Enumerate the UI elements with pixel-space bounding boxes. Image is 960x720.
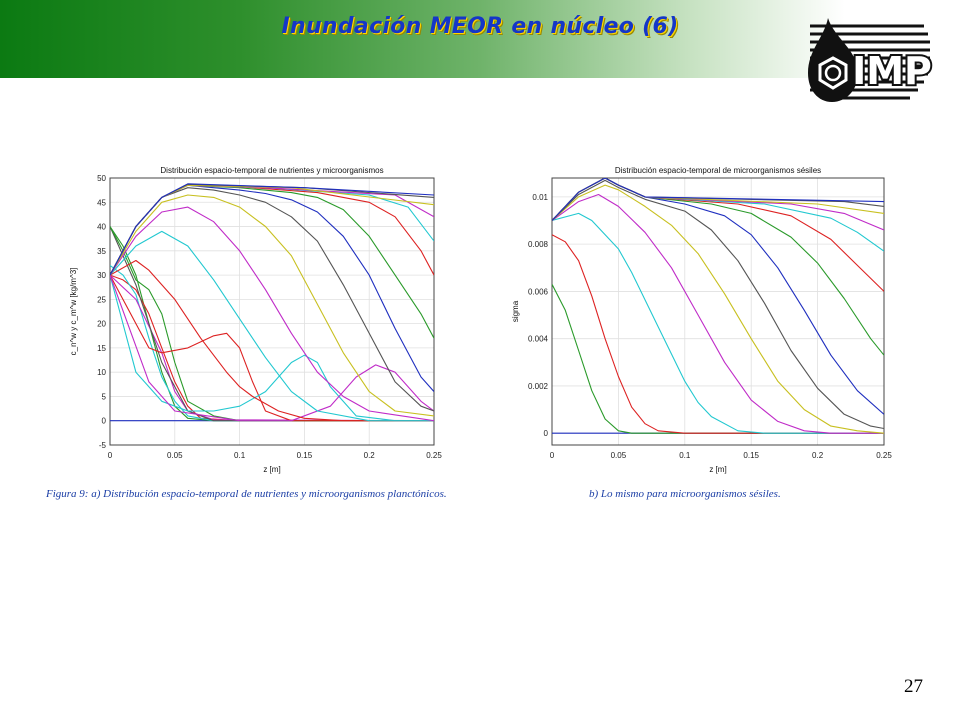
plot-area bbox=[551, 177, 885, 446]
x-tick-label: 0 bbox=[108, 451, 113, 460]
chart-title: Distribución espacio-temporal de microor… bbox=[615, 166, 821, 175]
y-tick-label: 15 bbox=[97, 344, 106, 353]
series-line bbox=[552, 234, 884, 434]
imp-logo: IMP bbox=[806, 8, 936, 108]
series-line bbox=[110, 264, 434, 422]
plot-border bbox=[551, 177, 885, 446]
y-tick-label: 0.01 bbox=[532, 193, 548, 202]
series-line bbox=[110, 274, 434, 422]
slide-title: Inundación MEOR en núcleo (6) bbox=[281, 14, 679, 39]
y-tick-label: 0.004 bbox=[528, 335, 549, 344]
x-tick-label: 0 bbox=[550, 451, 555, 460]
y-tick-label: 20 bbox=[97, 320, 106, 329]
series-line bbox=[110, 274, 434, 422]
y-tick-label: 0 bbox=[544, 429, 549, 438]
series-line bbox=[552, 178, 884, 221]
y-tick-label: 30 bbox=[97, 271, 106, 280]
y-tick-label: -5 bbox=[99, 441, 107, 450]
series-line bbox=[110, 183, 434, 276]
chart-a-svg: 0 0.05 0.1 0.15 0.2 0.25-50510152025303540455… bbox=[69, 166, 442, 474]
page-number: 27 bbox=[904, 676, 923, 697]
header-band bbox=[0, 0, 960, 78]
series-line bbox=[110, 230, 434, 422]
nutrients-microorganisms-chart: 0 0.05 0.1 0.15 0.2 0.25 -5 0 5 10 15 20 25 30 35 40 45 5… bbox=[69, 160, 450, 474]
y-tick-label: 5 bbox=[102, 392, 107, 401]
series-line bbox=[110, 259, 434, 422]
series-line bbox=[552, 212, 884, 434]
plot-border bbox=[109, 177, 435, 446]
y-tick-label: 40 bbox=[97, 223, 106, 232]
plot-area bbox=[109, 177, 435, 446]
series-line bbox=[552, 179, 884, 430]
figure-caption-a: Figura 9: a) Distribución espacio-tempor… bbox=[46, 488, 447, 500]
y-tick-label: 0.008 bbox=[528, 240, 549, 249]
series-group bbox=[110, 183, 434, 422]
x-tick-label: 0.2 bbox=[364, 451, 376, 460]
x-tick-label: 0.25 bbox=[876, 451, 892, 460]
y-tick-label: 45 bbox=[97, 198, 106, 207]
chart-b-svg: 0 0.05 0.1 0.15 0.2 0.25 0 0.002 0.004 0.006 0.008… bbox=[511, 166, 892, 474]
series-line bbox=[552, 193, 884, 434]
series-line bbox=[110, 274, 434, 422]
x-tick-label: 0.05 bbox=[611, 451, 627, 460]
x-tick-label: 0.05 bbox=[167, 451, 183, 460]
svg-text:IMP: IMP bbox=[852, 49, 932, 93]
y-tick-label: 0.002 bbox=[528, 382, 549, 391]
x-tick-label: 0.25 bbox=[426, 451, 442, 460]
x-axis-label: z [m] bbox=[709, 465, 726, 474]
y-tick-label: 50 bbox=[97, 174, 106, 183]
y-tick-label: 0.006 bbox=[528, 287, 549, 296]
y-tick-label: 10 bbox=[97, 368, 106, 377]
sessile-microorganisms-chart: 0 0.05 0.1 0.15 0.2 0.25 0 0.002 0.004 0.006 0.008… bbox=[500, 160, 900, 474]
x-axis-label: z [m] bbox=[263, 465, 280, 474]
series-line bbox=[552, 178, 884, 415]
figure-caption-b: b) Lo mismo para microorganismos sésiles… bbox=[589, 488, 781, 500]
y-tick-label: 35 bbox=[97, 247, 106, 256]
y-tick-label: 0 bbox=[102, 417, 107, 426]
x-tick-label: 0.2 bbox=[812, 451, 824, 460]
x-tick-label: 0.1 bbox=[679, 451, 691, 460]
y-axis-label: sigma bbox=[511, 300, 520, 322]
x-tick-label: 0.1 bbox=[234, 451, 246, 460]
series-line bbox=[110, 274, 434, 422]
series-line bbox=[110, 194, 434, 417]
chart-title: Distribución espacio-temporal de nutrien… bbox=[160, 166, 383, 175]
series-line bbox=[552, 284, 884, 434]
series-group bbox=[552, 178, 884, 434]
x-tick-label: 0.15 bbox=[297, 451, 313, 460]
logo-lettering: IMP bbox=[850, 47, 934, 95]
x-tick-label: 0.15 bbox=[743, 451, 759, 460]
series-line bbox=[110, 206, 434, 422]
series-line bbox=[552, 184, 884, 434]
y-tick-label: 25 bbox=[97, 295, 106, 304]
y-axis-label: c_n^w y c_m^w [kg/m^3] bbox=[69, 268, 78, 356]
